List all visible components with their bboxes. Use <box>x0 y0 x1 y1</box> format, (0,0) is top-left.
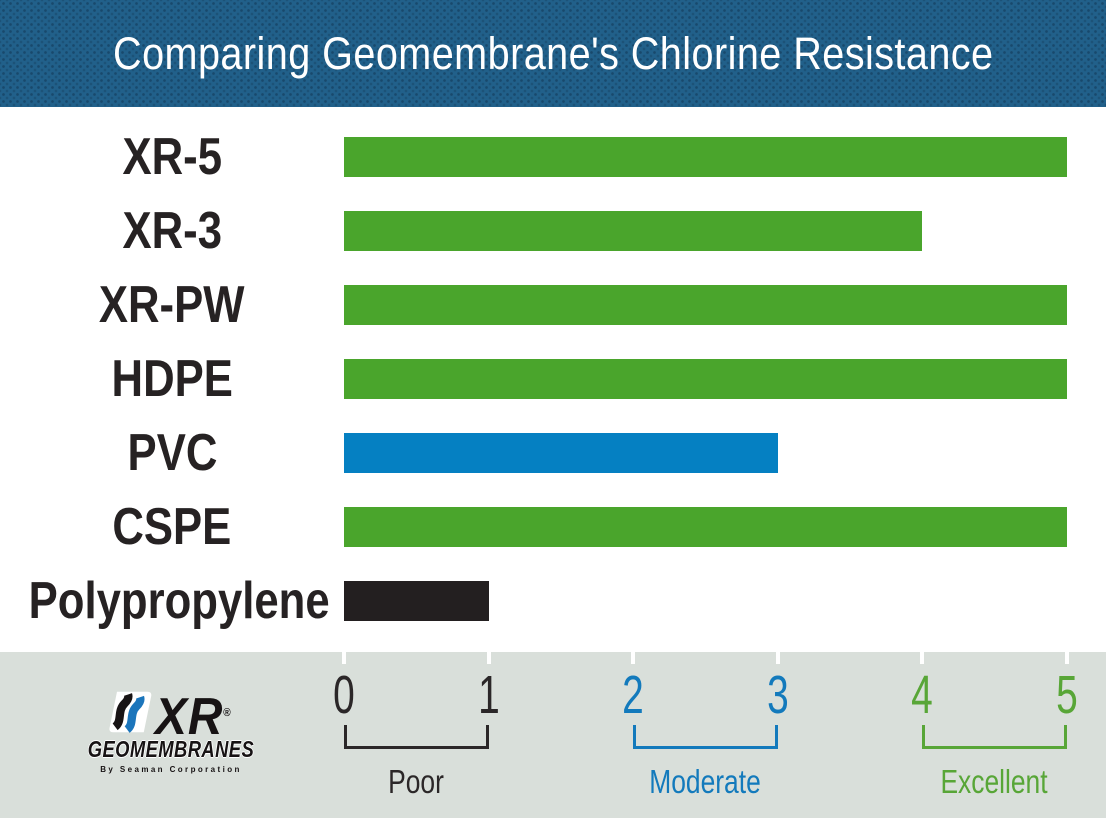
category-label: CSPE <box>0 501 344 553</box>
bar-track <box>344 137 1106 177</box>
chart-row: Polypropylene <box>0 564 1106 638</box>
bar-chart: XR-5 XR-3 XR-PW HDPE PVC CSPE Polypropylene <box>0 107 1106 652</box>
bar-track <box>344 359 1106 399</box>
category-label-text: XR-5 <box>122 128 222 186</box>
chart-row: XR-5 <box>0 120 1106 194</box>
rating-bracket-moderate <box>633 725 778 749</box>
category-label: Polypropylene <box>0 575 344 627</box>
rating-bracket-poor <box>344 725 489 749</box>
bar-track <box>344 285 1106 325</box>
axis-tick-label: 5 <box>1055 665 1078 725</box>
bar-track <box>344 433 1106 473</box>
axis-tick-mark <box>1064 652 1069 664</box>
bar-track <box>344 211 1106 251</box>
category-label: XR-5 <box>0 131 344 183</box>
axis-tick-label: 0 <box>333 665 355 725</box>
rating-bracket-excellent <box>922 725 1067 749</box>
rating-label-excellent: Excellent <box>940 763 1048 800</box>
page-title: Comparing Geomembrane's Chlorine Resista… <box>112 27 994 79</box>
bar-polypropylene <box>344 581 489 621</box>
logo-subbrand-text: GEOMEMBRANES <box>87 736 255 762</box>
logo-brand: XR <box>154 688 224 746</box>
axis-tick-mark <box>775 652 780 664</box>
category-label-text: Polypropylene <box>28 572 330 630</box>
bar-track <box>344 581 1106 621</box>
bar-cspe <box>344 507 1067 547</box>
logo-brand-text: XR® <box>155 690 231 743</box>
axis-tick-label: 1 <box>477 665 500 725</box>
bar-xr-3 <box>344 211 922 251</box>
axis-tick-mark <box>631 652 635 664</box>
category-label: PVC <box>0 427 344 479</box>
axis-tick-label: 3 <box>766 665 789 725</box>
rating-label-moderate: Moderate <box>649 763 762 800</box>
category-label-text: XR-PW <box>99 276 245 334</box>
category-label: HDPE <box>0 353 344 405</box>
bar-xr-pw <box>344 285 1067 325</box>
bar-xr-5 <box>344 137 1067 177</box>
logo-tagline-text: By Seaman Corporation <box>100 765 242 774</box>
axis-tick-mark <box>920 652 924 664</box>
xr-ribbon-emblem-icon <box>109 691 152 733</box>
axis-tick-mark <box>342 652 346 664</box>
bar-hdpe <box>344 359 1067 399</box>
category-label-text: XR-3 <box>122 202 222 260</box>
category-label: XR-PW <box>0 279 344 331</box>
xr-geomembranes-logo: XR® GEOMEMBRANES By Seaman Corporation <box>86 690 256 774</box>
bar-track <box>344 507 1106 547</box>
category-label-text: PVC <box>127 424 217 482</box>
chart-row: HDPE <box>0 342 1106 416</box>
logo-top-row: XR® <box>105 690 237 743</box>
axis-tick-mark <box>486 652 491 664</box>
bar-pvc <box>344 433 778 473</box>
header-banner: Comparing Geomembrane's Chlorine Resista… <box>0 0 1106 107</box>
chart-row: XR-3 <box>0 194 1106 268</box>
axis-tick-label: 2 <box>622 665 644 725</box>
category-label-text: HDPE <box>111 350 233 408</box>
chart-row: XR-PW <box>0 268 1106 342</box>
registered-trademark-icon: ® <box>223 707 231 719</box>
rating-label-poor: Poor <box>388 763 445 800</box>
chart-row: CSPE <box>0 490 1106 564</box>
axis-tick-label: 4 <box>911 665 933 725</box>
category-label: XR-3 <box>0 205 344 257</box>
footer: XR® GEOMEMBRANES By Seaman Corporation 0… <box>0 652 1106 818</box>
category-label-text: CSPE <box>112 498 232 556</box>
chart-row: PVC <box>0 416 1106 490</box>
